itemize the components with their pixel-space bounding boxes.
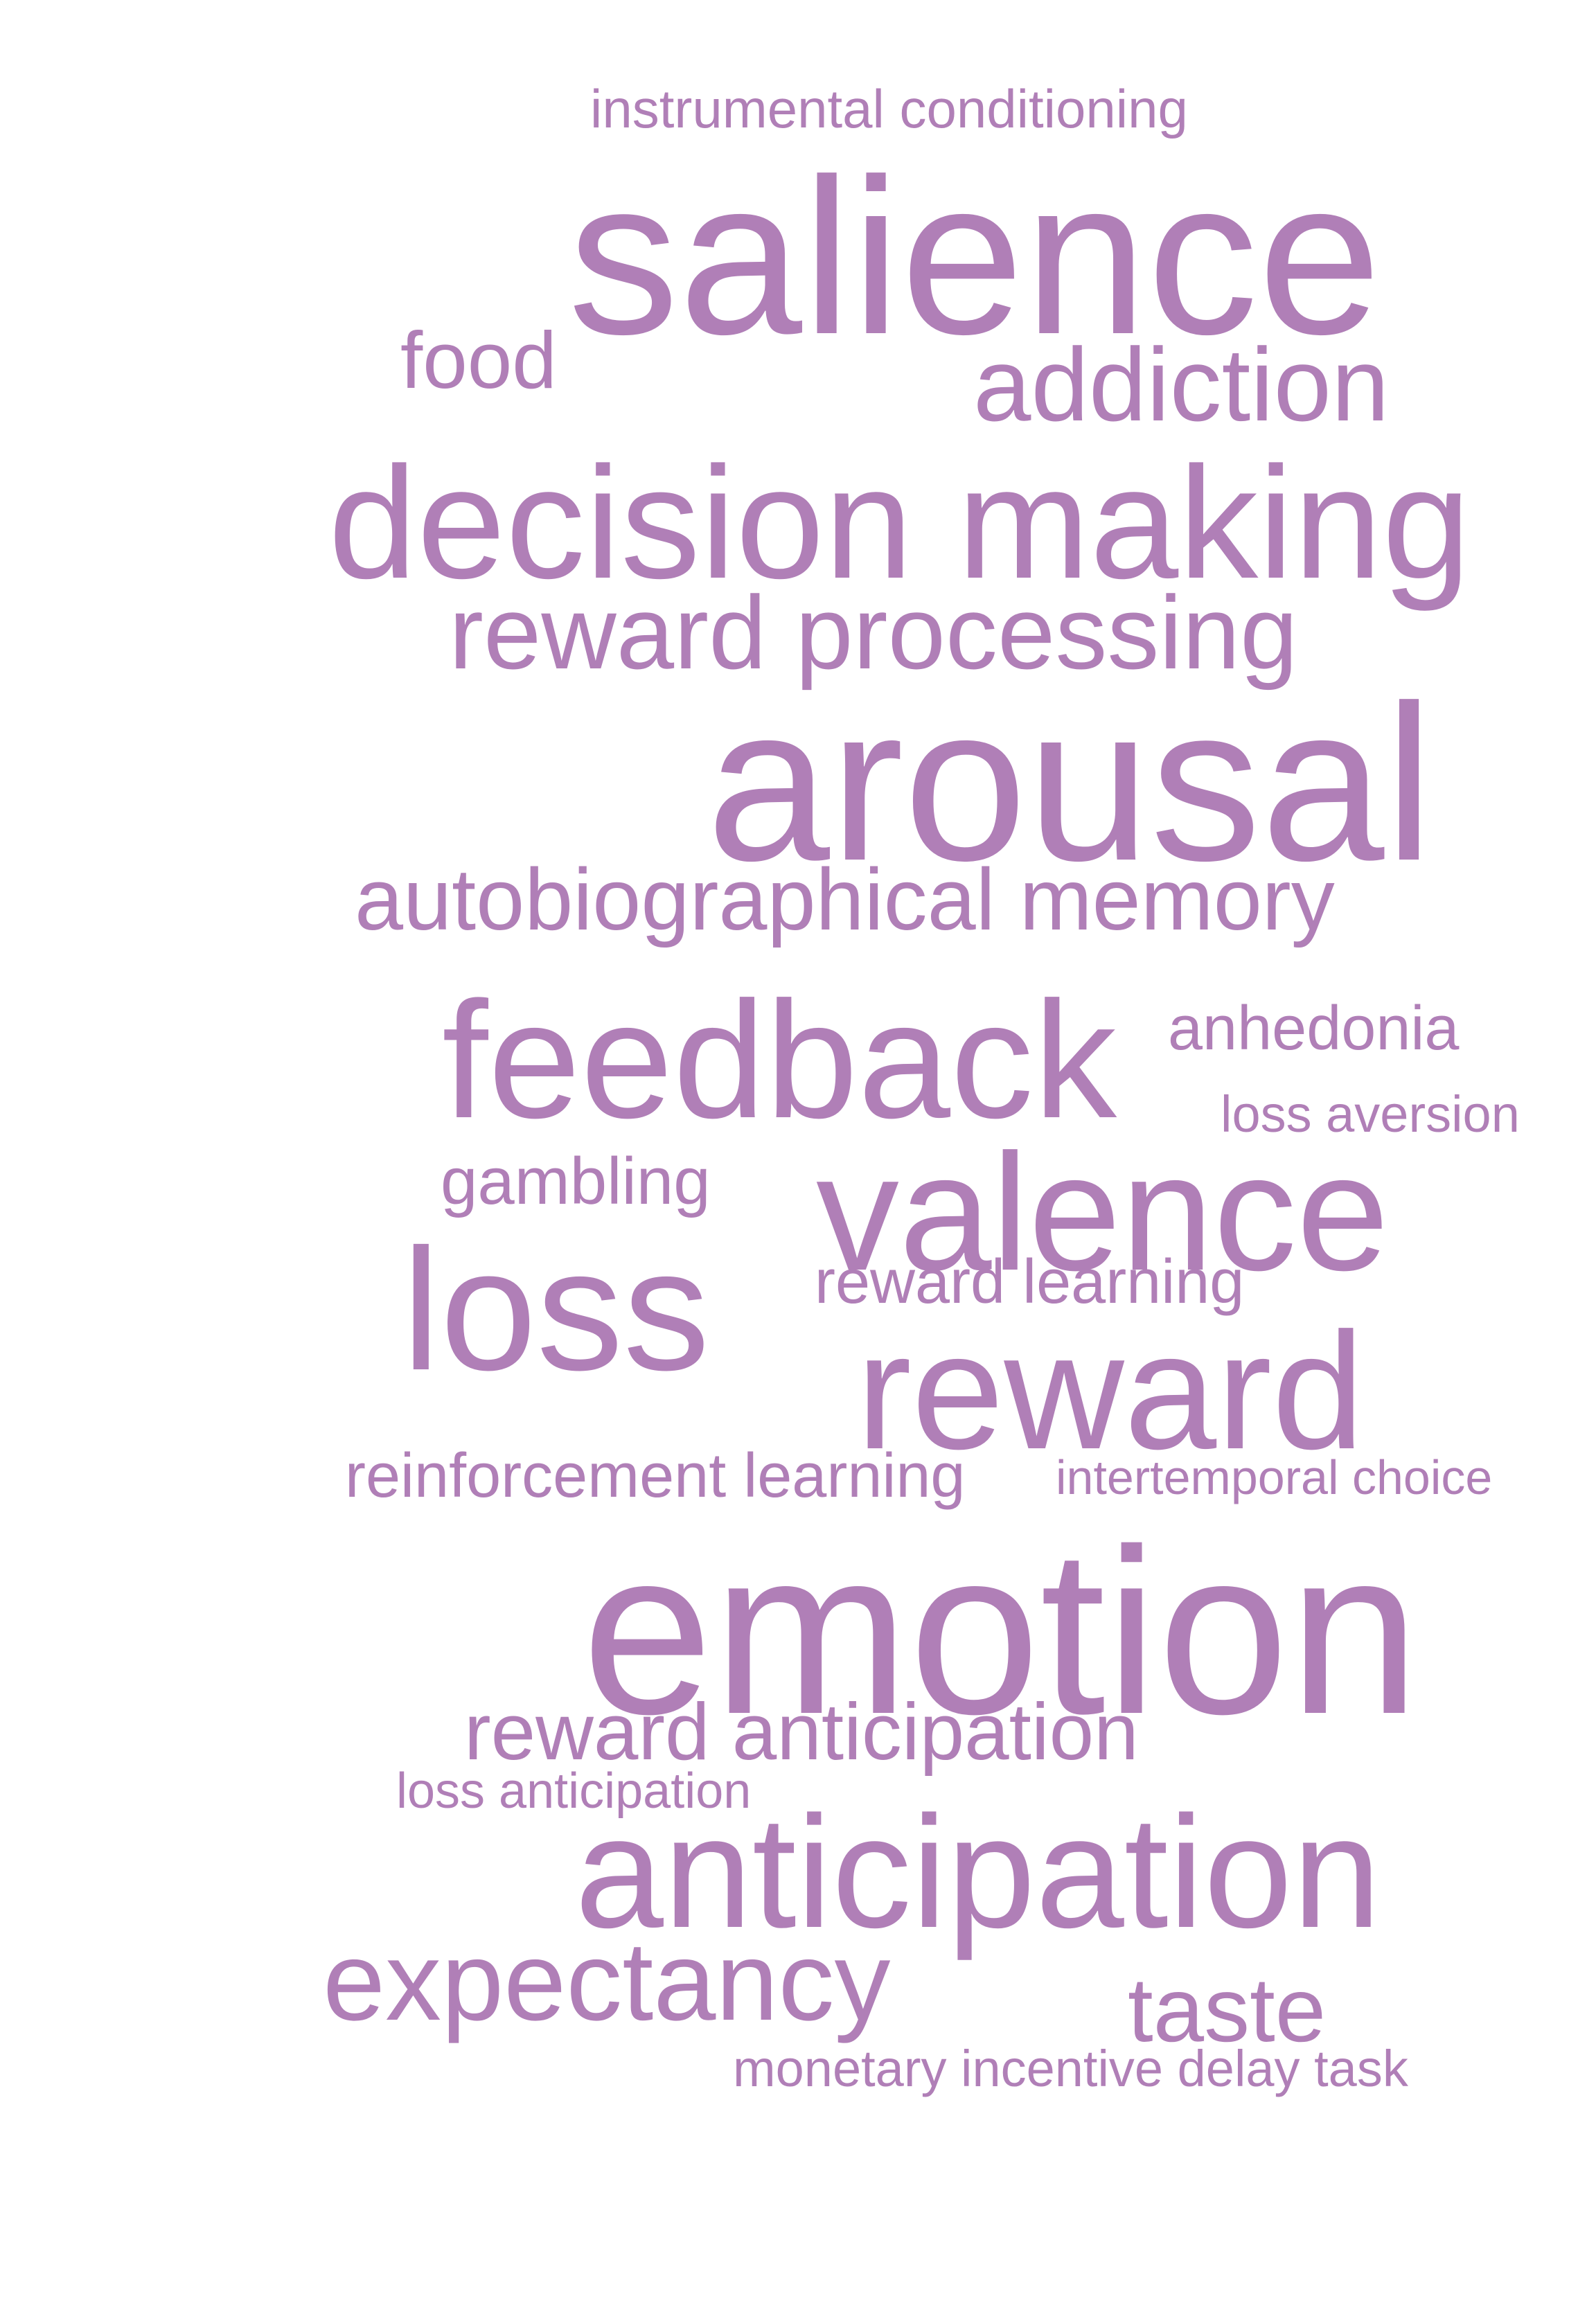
word-reward-processing: reward processing <box>449 574 1298 691</box>
word-loss: loss <box>402 1213 710 1406</box>
word-autobiographical-memory: autobiographical memory <box>355 851 1335 948</box>
word-salience: salience <box>568 132 1382 380</box>
word-taste: taste <box>1128 1959 1327 2061</box>
word-arousal: arousal <box>707 659 1434 907</box>
word-emotion: emotion <box>582 1500 1420 1763</box>
word-decision-making: decision making <box>328 434 1471 612</box>
word-reinforcement-learning: reinforcement learning <box>345 1441 966 1511</box>
word-gambling: gambling <box>441 1144 711 1218</box>
word-loss-anticipation: loss anticipation <box>396 1763 752 1819</box>
word-feedback: feedback <box>442 967 1117 1153</box>
word-intertemporal-choice: intertemporal choice <box>1056 1450 1493 1504</box>
word-valence: valence <box>816 1119 1390 1305</box>
word-monetary-incentive-delay-task: monetary incentive delay task <box>733 2040 1408 2097</box>
word-instrumental-conditioning: instrumental conditioning <box>590 78 1188 139</box>
word-reward: reward <box>856 1298 1365 1484</box>
word-loss-aversion: loss aversion <box>1221 1085 1520 1143</box>
word-reward-learning: reward learning <box>815 1247 1245 1317</box>
word-addiction: addiction <box>973 326 1390 443</box>
word-anticipation: anticipation <box>575 1783 1381 1961</box>
word-reward-anticipation: reward anticipation <box>464 1687 1139 1777</box>
word-expectancy: expectancy <box>323 1919 891 2044</box>
word-food: food <box>400 315 557 405</box>
word-anhedonia: anhedonia <box>1168 994 1460 1063</box>
